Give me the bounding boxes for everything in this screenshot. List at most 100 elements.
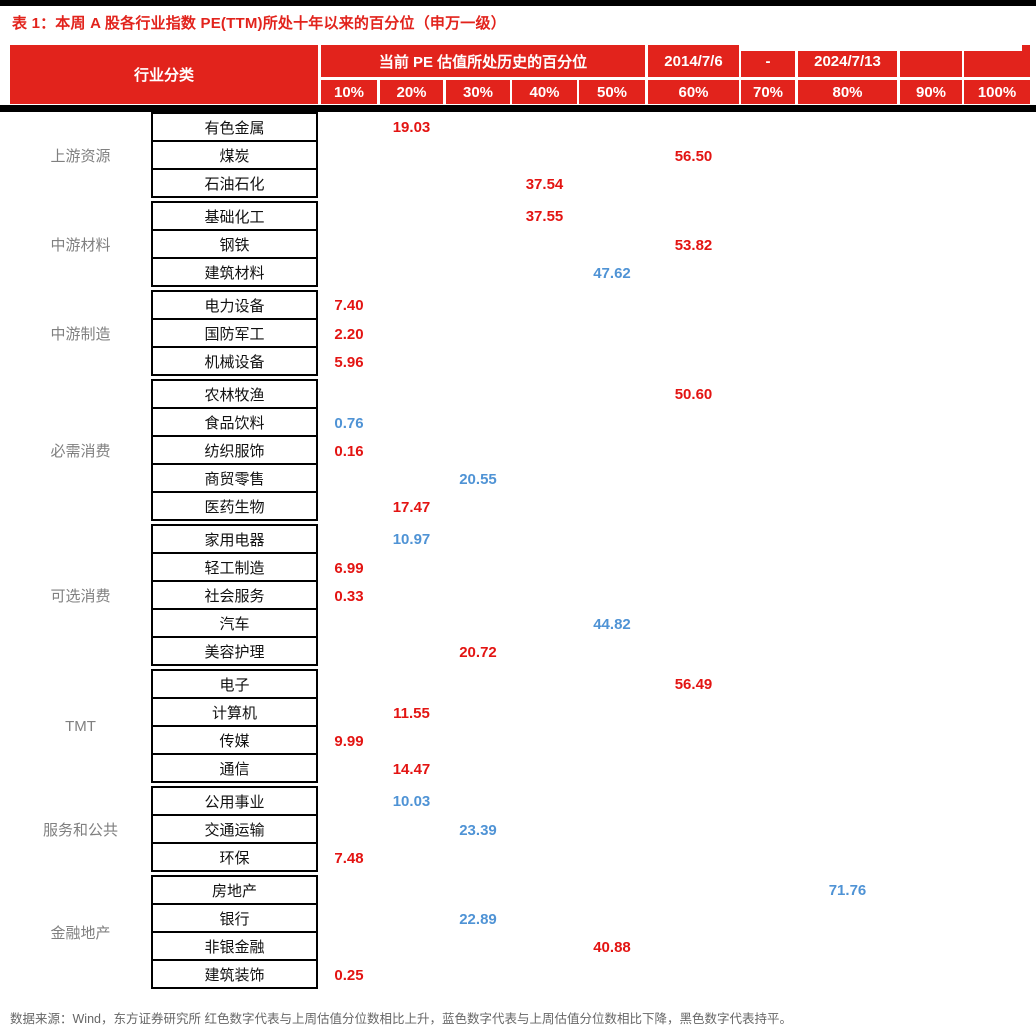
percentile-tick-100: 100% (964, 80, 1030, 104)
percentile-value: 10.03 (392, 792, 431, 810)
percentile-value: 0.76 (334, 414, 364, 432)
industry-name-cell: 食品饮料 (151, 409, 318, 437)
table-row: 国防军工 2.20 (10, 320, 1030, 348)
table-row: 建筑装饰 0.25 (10, 961, 1030, 989)
table-row: 机械设备 5.96 (10, 348, 1030, 376)
category-label: 中游材料 (50, 236, 111, 254)
percentile-tick-70: 70% (741, 80, 795, 104)
industry-name-cell: 煤炭 (151, 142, 318, 170)
industry-name-cell: 环保 (151, 844, 318, 872)
header-bottom-rule (0, 105, 1036, 112)
table-row: 家用电器 10.97 (10, 524, 1030, 554)
table-row: 石油石化 37.54 (10, 170, 1030, 198)
percentile-value: 5.96 (334, 353, 364, 371)
industry-name-cell: 电子 (151, 669, 318, 699)
industry-group: 金融地产 房地产 71.76 银行 22.89 非银金融 40.88 建筑装饰 0.25 (10, 875, 1030, 989)
industry-name-cell: 基础化工 (151, 201, 318, 231)
table-row: 商贸零售 20.55 (10, 465, 1030, 493)
table-row: 汽车 44.82 (10, 610, 1030, 638)
industry-group: 中游制造 电力设备 7.40 国防军工 2.20 机械设备 5.96 (10, 290, 1030, 376)
industry-name-cell: 社会服务 (151, 582, 318, 610)
percentile-value: 0.33 (334, 587, 364, 605)
industry-name-cell: 银行 (151, 905, 318, 933)
industry-name-cell: 农林牧渔 (151, 379, 318, 409)
top-black-rule (0, 0, 1036, 6)
percentile-value: 14.47 (392, 760, 431, 778)
industry-group: TMT 电子 56.49 计算机 11.55 传媒 9.99 通信 14.47 (10, 669, 1030, 783)
category-label: TMT (65, 717, 96, 735)
industry-name-cell: 电力设备 (151, 290, 318, 320)
category-label: 上游资源 (50, 147, 111, 165)
table-row: 建筑材料 47.62 (10, 259, 1030, 287)
percentile-value: 6.99 (334, 559, 364, 577)
table-row: 基础化工 37.55 (10, 201, 1030, 231)
percentile-value: 9.99 (334, 732, 364, 750)
percentile-value: 56.50 (674, 147, 713, 165)
percentile-tick-40: 40% (512, 80, 577, 104)
table-row: 传媒 9.99 (10, 727, 1030, 755)
percentile-value: 37.54 (525, 175, 564, 193)
table-row: 轻工制造 6.99 (10, 554, 1030, 582)
industry-name-cell: 建筑装饰 (151, 961, 318, 989)
date-start-header: 2014/7/6 (648, 45, 739, 77)
industry-group: 中游材料 基础化工 37.55 钢铁 53.82 建筑材料 47.62 (10, 201, 1030, 287)
table-row: 通信 14.47 (10, 755, 1030, 783)
percentile-tick-90: 90% (900, 80, 962, 104)
header-white-gap (741, 45, 1022, 51)
percentile-tick-60: 60% (648, 80, 739, 104)
percentile-value: 11.55 (393, 704, 430, 722)
percentile-value: 22.89 (459, 910, 497, 928)
table-row: 电力设备 7.40 (10, 290, 1030, 320)
percentile-tick-20: 20% (380, 80, 443, 104)
table-body: 上游资源 有色金属 19.03 煤炭 56.50 石油石化 37.54 中游材料 基础化工 37.… (10, 112, 1030, 989)
industry-group: 服务和公共 公用事业 10.03 交通运输 23.39 环保 7.48 (10, 786, 1030, 872)
percentile-merged-header: 当前 PE 估值所处历史的百分位 (321, 45, 645, 77)
industry-group: 上游资源 有色金属 19.03 煤炭 56.50 石油石化 37.54 (10, 112, 1030, 198)
table-row: 环保 7.48 (10, 844, 1030, 872)
industry-name-cell: 纺织服饰 (151, 437, 318, 465)
industry-name-cell: 国防军工 (151, 320, 318, 348)
industry-name-cell: 交通运输 (151, 816, 318, 844)
table-row: 有色金属 19.03 (10, 112, 1030, 142)
percentile-value: 7.48 (334, 849, 364, 867)
percentile-value: 23.39 (459, 821, 497, 839)
table-title: 表 1：本周 A 股各行业指数 PE(TTM)所处十年以来的百分位（申万一级） (12, 15, 506, 32)
percentile-value: 71.76 (828, 881, 867, 899)
percentile-value: 19.03 (392, 118, 431, 136)
table-row: 农林牧渔 50.60 (10, 379, 1030, 409)
percentile-value: 40.88 (593, 938, 631, 956)
percentile-value: 50.60 (674, 385, 713, 403)
industry-name-cell: 公用事业 (151, 786, 318, 816)
table-row: 非银金融 40.88 (10, 933, 1030, 961)
source-note: 数据来源：Wind，东方证券研究所 红色数字代表与上周估值分位数相比上升，蓝色数… (10, 1012, 792, 1026)
percentile-tick-80: 80% (798, 80, 897, 104)
table-row: 银行 22.89 (10, 905, 1030, 933)
table-row: 煤炭 56.50 (10, 142, 1030, 170)
percentile-value: 47.62 (593, 264, 631, 282)
table-row: 纺织服饰 0.16 (10, 437, 1030, 465)
table-row: 交通运输 23.39 (10, 816, 1030, 844)
industry-name-cell: 计算机 (151, 699, 318, 727)
percentile-value: 0.16 (334, 442, 364, 460)
table-row: 电子 56.49 (10, 669, 1030, 699)
percentile-value: 37.55 (525, 207, 564, 225)
table-row: 公用事业 10.03 (10, 786, 1030, 816)
table-header: 行业分类 当前 PE 估值所处历史的百分位 2014/7/6 - 2024/7/… (10, 45, 1030, 104)
category-label: 金融地产 (50, 924, 111, 942)
percentile-tick-30: 30% (446, 80, 510, 104)
percentile-value: 7.40 (334, 296, 364, 314)
industry-name-cell: 钢铁 (151, 231, 318, 259)
percentile-value: 17.47 (392, 498, 431, 516)
industry-name-cell: 商贸零售 (151, 465, 318, 493)
industry-name-cell: 汽车 (151, 610, 318, 638)
industry-name-cell: 美容护理 (151, 638, 318, 666)
table-row: 食品饮料 0.76 (10, 409, 1030, 437)
industry-name-cell: 机械设备 (151, 348, 318, 376)
table-row: 美容护理 20.72 (10, 638, 1030, 666)
percentile-tick-10: 10% (321, 80, 377, 104)
industry-name-cell: 传媒 (151, 727, 318, 755)
category-label: 中游制造 (50, 325, 111, 343)
industry-name-cell: 建筑材料 (151, 259, 318, 287)
industry-name-cell: 有色金属 (151, 112, 318, 142)
percentile-value: 44.82 (593, 615, 631, 633)
